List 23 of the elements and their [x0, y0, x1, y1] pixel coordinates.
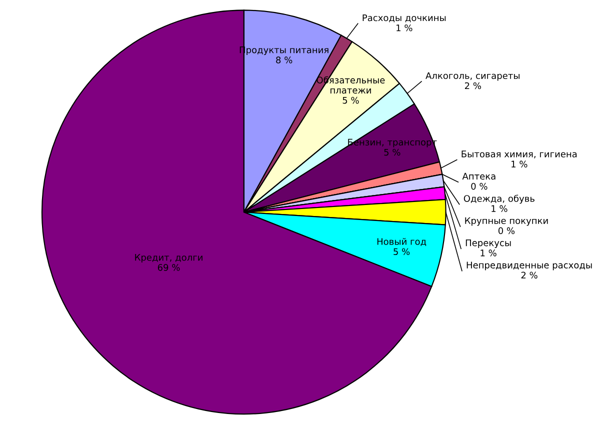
slice-label: Перекусы: [466, 240, 511, 248]
data-label: 2 %: [521, 272, 538, 279]
slice-label: Новый год: [377, 238, 426, 246]
slice-label: Бытовая химия, гигиена: [462, 150, 577, 158]
data-label: 1 %: [396, 24, 412, 32]
data-label: 1 %: [480, 250, 496, 256]
slice-label: Алкоголь, сигареты: [426, 72, 520, 81]
data-label: 5 %: [384, 148, 400, 156]
text: 0 %: [471, 182, 488, 190]
category-label: Крупные покупки: [465, 217, 548, 226]
text: 0 %: [498, 227, 515, 234]
data-label: 1 %: [512, 160, 528, 168]
slice-label: Расходы дочкины: [362, 14, 446, 22]
data-label: 5 %: [342, 96, 359, 104]
slice-label: Непредвиденные расходы: [466, 262, 592, 270]
data-label: 5 %: [394, 248, 410, 256]
data-label: 69 %: [158, 264, 180, 271]
slice-label: Кредит, долги: [135, 254, 202, 263]
legend-label: Аптека: [462, 172, 496, 180]
slice-label: Одежда, обувь: [464, 194, 534, 204]
data-label: 1 %: [492, 205, 508, 212]
data-label: 2 %: [464, 82, 481, 90]
data-label: 8 %: [276, 56, 292, 64]
